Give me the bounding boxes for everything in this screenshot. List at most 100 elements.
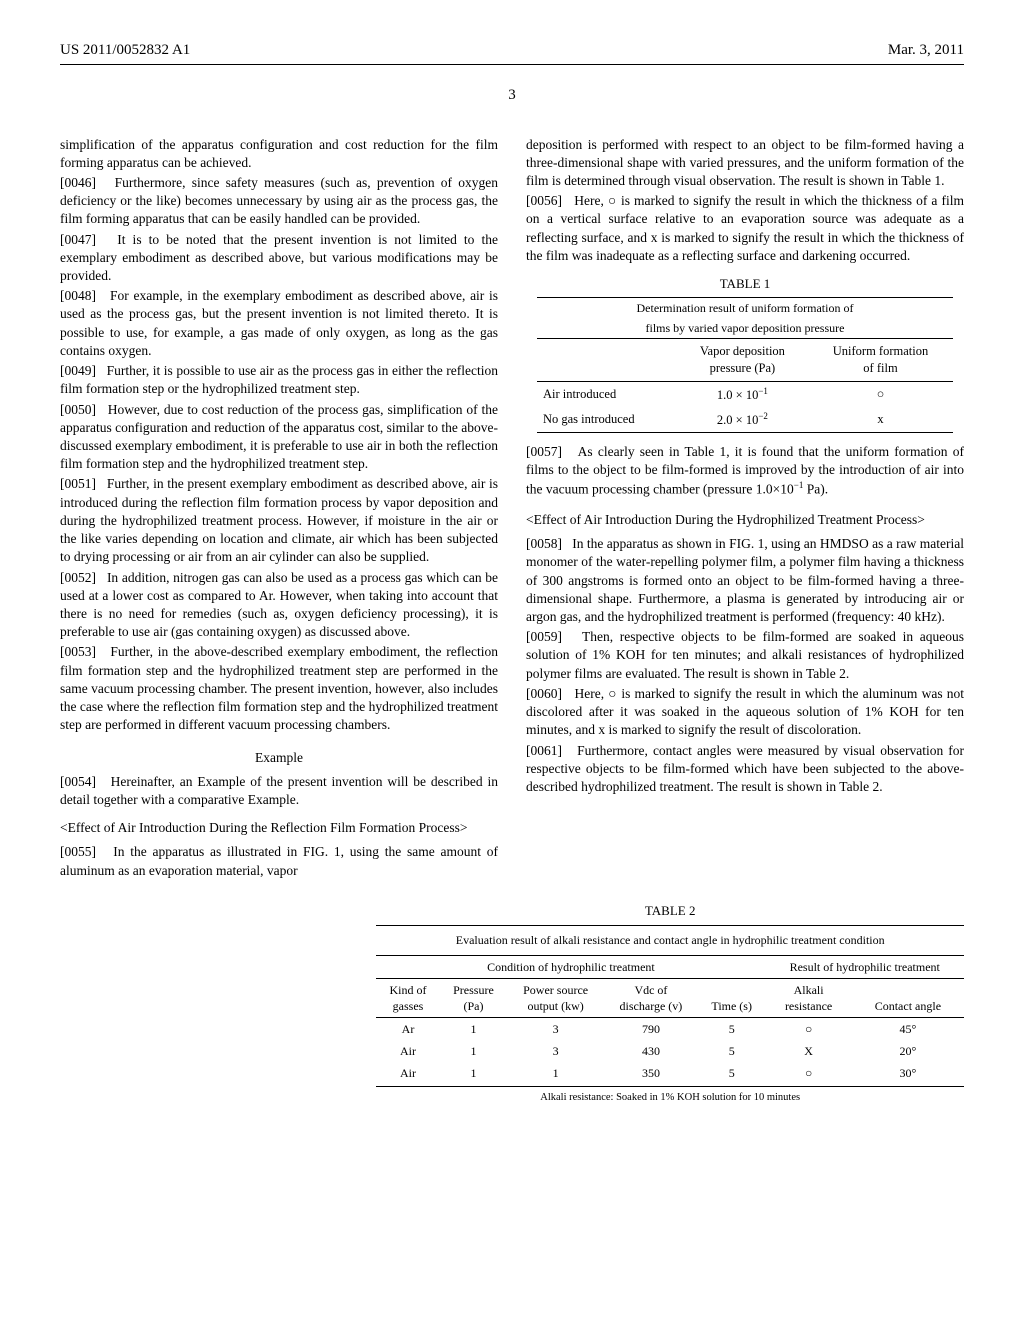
- t2r2c4: 430: [604, 1040, 698, 1062]
- paragraph-0050: [0050] However, due to cost reduction of…: [60, 401, 498, 474]
- paragraph-0052-text: In addition, nitrogen gas can also be us…: [60, 570, 498, 640]
- table1-header: Vapor deposition pressure (Pa) Uniform fo…: [537, 338, 953, 381]
- paragraph-0049-text: Further, it is possible to use air as th…: [60, 363, 498, 396]
- t1-h1a: Vapor deposition: [700, 344, 785, 358]
- t1r1-label: Air introduced: [537, 381, 677, 407]
- paragraph-0060-text: Here, ○ is marked to signify the result …: [526, 686, 964, 737]
- paragraph-cont-right: deposition is performed with respect to …: [526, 136, 964, 191]
- paragraph-0061: [0061] Furthermore, contact angles were …: [526, 742, 964, 797]
- t2h6a: Alkali: [794, 983, 824, 997]
- t2r2c6: X: [765, 1040, 851, 1062]
- t2r1c2: 1: [440, 1018, 508, 1041]
- t2h2a: Pressure: [453, 983, 494, 997]
- paragraph-0055: [0055] In the apparatus as illustrated i…: [60, 843, 498, 879]
- table2-row3: Air 1 1 350 5 ○ 30°: [376, 1062, 964, 1086]
- paragraph-0052: [0052] In addition, nitrogen gas can als…: [60, 569, 498, 642]
- left-column: simplification of the apparatus configur…: [60, 136, 498, 882]
- t2r1c4: 790: [604, 1018, 698, 1041]
- t1r1-v2: ○: [808, 381, 953, 407]
- t2r3c6: ○: [765, 1062, 851, 1086]
- table1: Determination result of uniform formatio…: [537, 297, 953, 433]
- right-column: deposition is performed with respect to …: [526, 136, 964, 882]
- t2r3c2: 1: [440, 1062, 508, 1086]
- t2r1c3: 3: [507, 1018, 604, 1041]
- t2h7: Contact angle: [875, 999, 941, 1013]
- paragraph-0050-text: However, due to cost reduction of the pr…: [60, 402, 498, 472]
- t2h2b: (Pa): [463, 999, 483, 1013]
- paragraph-0051: [0051] Further, in the present exemplary…: [60, 475, 498, 566]
- t2h4b: discharge (v): [620, 999, 683, 1013]
- t1r1-v1: 1.0 × 10: [717, 388, 758, 402]
- paragraph-0056-text: Here, ○ is marked to signify the result …: [526, 193, 964, 263]
- effect2-heading: <Effect of Air Introduction During the H…: [526, 511, 964, 529]
- paragraph-0054-text: Hereinafter, an Example of the present i…: [60, 774, 498, 807]
- table2-row2: Air 1 3 430 5 X 20°: [376, 1040, 964, 1062]
- t2h4a: Vdc of: [634, 983, 667, 997]
- t2h3a: Power source: [523, 983, 588, 997]
- t1r2-exp: −2: [758, 411, 768, 421]
- table2-caption: Evaluation result of alkali resistance a…: [376, 926, 964, 955]
- table1-label: TABLE 1: [526, 275, 964, 293]
- table2-group-header: Condition of hydrophilic treatment Resul…: [376, 955, 964, 978]
- table1-caption2: films by varied vapor deposition pressur…: [537, 318, 953, 339]
- t2-g1: Condition of hydrophilic treatment: [376, 955, 765, 978]
- table2-col-header: Kind ofgasses Pressure(Pa) Power sourceo…: [376, 978, 964, 1017]
- paragraph-0053: [0053] Further, in the above-described e…: [60, 643, 498, 734]
- paragraph-0059-text: Then, respective objects to be film-form…: [526, 629, 964, 680]
- effect1-heading: <Effect of Air Introduction During the R…: [60, 819, 498, 837]
- t2h1b: gasses: [393, 999, 424, 1013]
- page-header: US 2011/0052832 A1 Mar. 3, 2011: [60, 40, 964, 65]
- t2r1c5: 5: [698, 1018, 766, 1041]
- example-heading: Example: [60, 749, 498, 767]
- paragraph-0054: [0054] Hereinafter, an Example of the pr…: [60, 773, 498, 809]
- t1r2-v2: x: [808, 407, 953, 433]
- paragraph-0046-text: Furthermore, since safety measures (such…: [60, 175, 498, 226]
- t2r3c1: Air: [376, 1062, 439, 1086]
- paragraph-0059: [0059] Then, respective objects to be fi…: [526, 628, 964, 683]
- paragraph-0053-text: Further, in the above-described exemplar…: [60, 644, 498, 732]
- paragraph-0056: [0056] Here, ○ is marked to signify the …: [526, 192, 964, 265]
- t2-g2: Result of hydrophilic treatment: [765, 955, 964, 978]
- table2-section: TABLE 2 Evaluation result of alkali resi…: [376, 902, 964, 1105]
- t2r2c5: 5: [698, 1040, 766, 1062]
- p0057exp: −1: [794, 480, 804, 490]
- t2h6b: resistance: [785, 999, 832, 1013]
- paragraph-cont: simplification of the apparatus configur…: [60, 136, 498, 172]
- t2r3c7: 30°: [852, 1062, 964, 1086]
- table2: Evaluation result of alkali resistance a…: [376, 925, 964, 1086]
- paragraph-0061-text: Furthermore, contact angles were measure…: [526, 743, 964, 794]
- t1-h2b: of film: [863, 361, 897, 375]
- table1-row2: No gas introduced 2.0 × 10−2 x: [537, 407, 953, 433]
- t2r2c2: 1: [440, 1040, 508, 1062]
- t1-h1b: pressure (Pa): [710, 361, 776, 375]
- paragraph-0058-text: In the apparatus as shown in FIG. 1, usi…: [526, 536, 964, 624]
- table2-label: TABLE 2: [376, 902, 964, 920]
- paragraph-0047-text: It is to be noted that the present inven…: [60, 232, 498, 283]
- page-number: 3: [60, 85, 964, 105]
- doc-date: Mar. 3, 2011: [888, 40, 964, 60]
- table2-footnote: Alkali resistance: Soaked in 1% KOH solu…: [376, 1091, 964, 1105]
- p0057a: As clearly seen in Table 1, it is found …: [526, 444, 964, 497]
- two-column-layout: simplification of the apparatus configur…: [60, 136, 964, 882]
- t2r2c7: 20°: [852, 1040, 964, 1062]
- t2r3c4: 350: [604, 1062, 698, 1086]
- t1r1-exp: −1: [758, 386, 768, 396]
- t2r2c1: Air: [376, 1040, 439, 1062]
- table1-caption1: Determination result of uniform formatio…: [537, 297, 953, 318]
- t2r3c3: 1: [507, 1062, 604, 1086]
- t2h1a: Kind of: [390, 983, 427, 997]
- p0057b: Pa).: [803, 482, 828, 497]
- paragraph-0058: [0058] In the apparatus as shown in FIG.…: [526, 535, 964, 626]
- paragraph-0051-text: Further, in the present exemplary embodi…: [60, 476, 498, 564]
- paragraph-0055-text: In the apparatus as illustrated in FIG. …: [60, 844, 498, 877]
- table1-row1: Air introduced 1.0 × 10−1 ○: [537, 381, 953, 407]
- t2r1c7: 45°: [852, 1018, 964, 1041]
- paragraph-0048: [0048] For example, in the exemplary emb…: [60, 287, 498, 360]
- paragraph-0057: [0057] As clearly seen in Table 1, it is…: [526, 443, 964, 499]
- paragraph-0048-text: For example, in the exemplary embodiment…: [60, 288, 498, 358]
- t1-h2a: Uniform formation: [833, 344, 928, 358]
- paragraph-0049: [0049] Further, it is possible to use ai…: [60, 362, 498, 398]
- doc-id: US 2011/0052832 A1: [60, 40, 190, 60]
- t1r2-v1: 2.0 × 10: [717, 413, 758, 427]
- t2h5: Time (s): [711, 999, 752, 1013]
